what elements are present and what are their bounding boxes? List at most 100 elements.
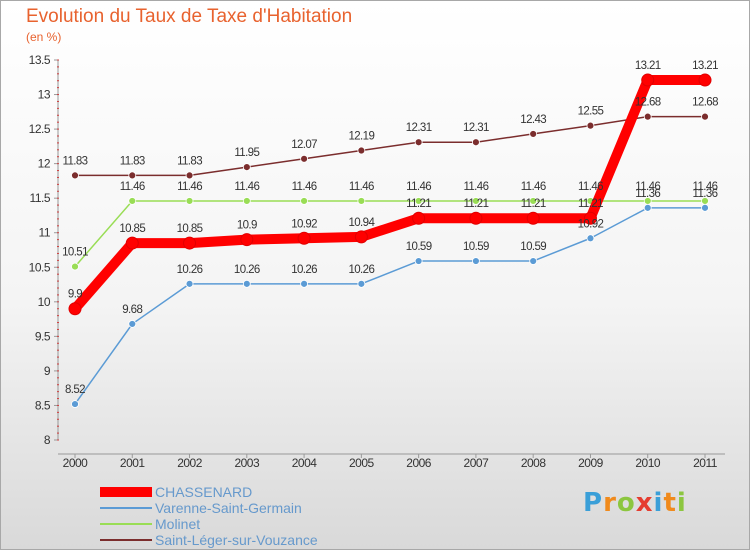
data-label: 10.26 bbox=[177, 264, 203, 276]
logo-letter: t bbox=[663, 488, 677, 518]
data-label: 13.21 bbox=[692, 60, 718, 72]
data-point bbox=[586, 121, 595, 130]
data-label: 11.83 bbox=[63, 155, 88, 167]
data-point bbox=[472, 197, 480, 205]
data-point bbox=[183, 236, 197, 250]
data-label: 10.85 bbox=[119, 223, 145, 235]
data-point bbox=[357, 279, 366, 288]
data-label: 12.07 bbox=[291, 139, 317, 151]
y-minor-tick bbox=[57, 404, 59, 406]
data-label: 8.52 bbox=[65, 384, 85, 396]
y-minor-tick bbox=[57, 246, 59, 248]
y-minor-tick bbox=[57, 66, 59, 68]
y-minor-tick bbox=[57, 356, 59, 358]
data-label: 11.21 bbox=[406, 198, 431, 210]
x-tick-label: 2004 bbox=[292, 456, 318, 470]
data-point bbox=[472, 257, 480, 265]
data-point bbox=[414, 138, 423, 147]
x-tick-label: 2001 bbox=[120, 456, 146, 470]
data-point bbox=[300, 197, 308, 205]
data-point bbox=[71, 400, 79, 408]
data-point bbox=[128, 197, 137, 205]
data-label: 11.36 bbox=[635, 188, 660, 200]
y-minor-tick bbox=[57, 259, 59, 261]
data-point bbox=[701, 203, 709, 212]
logo-letter: P bbox=[583, 488, 604, 518]
data-label: 11.46 bbox=[177, 181, 202, 193]
y-minor-tick bbox=[57, 266, 59, 268]
y-minor-tick bbox=[57, 328, 59, 330]
data-point bbox=[297, 231, 311, 245]
x-tick-label: 2003 bbox=[234, 456, 260, 470]
y-minor-tick bbox=[57, 94, 59, 96]
y-tick-label: 9 bbox=[44, 364, 51, 378]
y-minor-tick bbox=[57, 425, 59, 427]
data-label: 9.9 bbox=[68, 289, 82, 301]
data-label: 12.68 bbox=[692, 97, 718, 109]
data-point bbox=[469, 211, 483, 225]
x-tick-label: 2008 bbox=[521, 456, 547, 470]
data-point bbox=[412, 211, 426, 225]
y-minor-tick bbox=[57, 398, 59, 400]
legend-label: CHASSENARD bbox=[155, 484, 253, 500]
legend-swatch bbox=[100, 539, 152, 541]
legend-label: Varenne-Saint-Germain bbox=[155, 500, 302, 516]
y-minor-tick bbox=[57, 183, 59, 185]
y-minor-tick bbox=[57, 170, 59, 172]
y-minor-tick bbox=[57, 439, 59, 441]
data-label: 10.59 bbox=[406, 241, 432, 253]
y-minor-tick bbox=[57, 156, 59, 158]
data-point bbox=[641, 73, 655, 87]
data-point bbox=[529, 130, 538, 138]
data-label: 11.46 bbox=[234, 181, 259, 193]
data-label: 11.83 bbox=[177, 155, 202, 167]
data-point bbox=[529, 257, 538, 265]
series-line-chassenard bbox=[70, 75, 710, 314]
data-label: 10.26 bbox=[291, 264, 317, 276]
data-point bbox=[643, 112, 652, 121]
legend-swatch bbox=[100, 507, 152, 509]
y-minor-tick bbox=[57, 218, 59, 220]
y-tick-label: 10.5 bbox=[29, 260, 51, 274]
y-minor-tick bbox=[57, 252, 59, 254]
y-minor-tick bbox=[57, 149, 59, 151]
chart-title: Evolution du Taux de Taxe d'Habitation bbox=[26, 6, 353, 27]
y-tick-label: 12 bbox=[38, 157, 51, 171]
data-label: 11.21 bbox=[463, 198, 488, 210]
y-minor-tick bbox=[57, 114, 59, 116]
y-minor-tick bbox=[57, 190, 59, 192]
y-tick-label: 13 bbox=[38, 88, 51, 102]
data-label: 11.36 bbox=[693, 188, 718, 200]
data-point bbox=[242, 279, 251, 288]
y-minor-tick bbox=[57, 377, 59, 379]
y-minor-tick bbox=[57, 301, 59, 303]
y-minor-tick bbox=[57, 287, 59, 289]
y-minor-tick bbox=[57, 411, 59, 413]
data-point bbox=[583, 211, 597, 225]
y-minor-tick bbox=[57, 107, 59, 109]
y-minor-tick bbox=[57, 87, 59, 89]
y-minor-tick bbox=[57, 100, 59, 102]
data-label: 11.95 bbox=[234, 147, 259, 159]
y-minor-tick bbox=[57, 363, 59, 365]
y-minor-tick bbox=[57, 239, 59, 241]
data-point bbox=[698, 73, 712, 87]
data-point bbox=[701, 112, 709, 121]
y-minor-tick bbox=[57, 294, 59, 296]
data-point bbox=[300, 279, 308, 288]
series-line-molinet bbox=[74, 200, 706, 268]
data-label: 11.21 bbox=[521, 198, 546, 210]
logo-letter: i bbox=[653, 488, 664, 518]
data-label: 11.46 bbox=[406, 181, 431, 193]
y-minor-tick bbox=[57, 73, 59, 75]
data-point bbox=[414, 257, 423, 265]
y-minor-tick bbox=[57, 280, 59, 282]
y-minor-tick bbox=[57, 197, 59, 199]
data-label: 12.68 bbox=[635, 97, 661, 109]
y-minor-tick bbox=[57, 273, 59, 275]
data-label: 11.46 bbox=[521, 181, 546, 193]
y-minor-tick bbox=[57, 225, 59, 227]
y-tick-label: 12.5 bbox=[29, 122, 51, 136]
y-minor-tick bbox=[57, 176, 59, 178]
